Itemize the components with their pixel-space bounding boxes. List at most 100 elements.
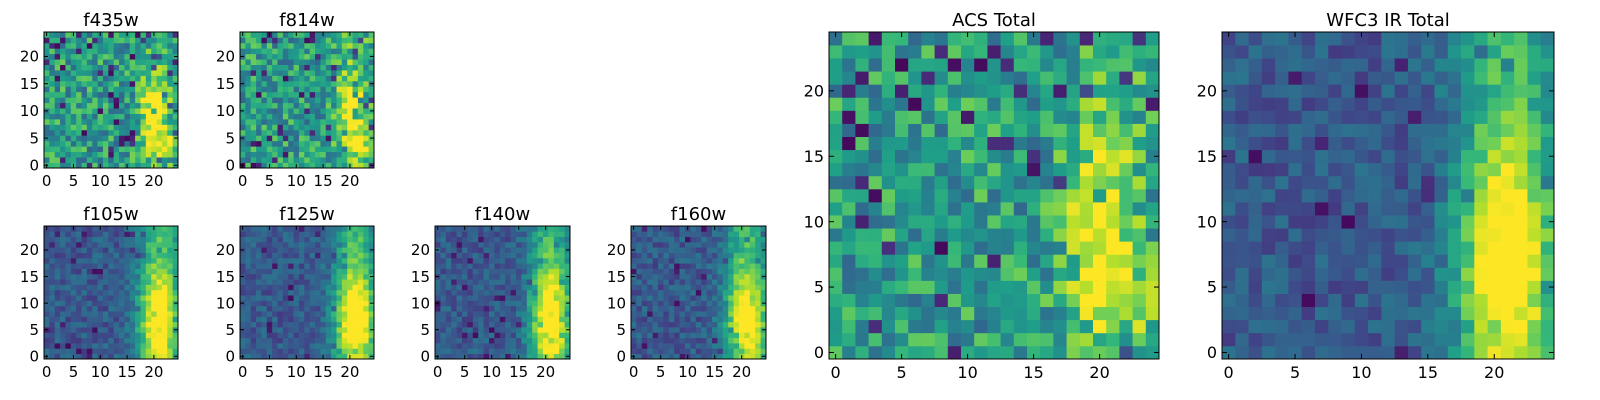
- y-tick-label: 0: [814, 343, 824, 362]
- heatmap-cell: [151, 327, 157, 333]
- heatmap-cell: [240, 337, 246, 344]
- heatmap-cell: [881, 84, 896, 98]
- heatmap-cell: [1354, 241, 1369, 255]
- heatmap-cell: [272, 316, 278, 323]
- heatmap-cell: [478, 348, 484, 355]
- axes-frame: [239, 225, 375, 360]
- heatmap-cell: [309, 48, 316, 55]
- heatmap-cell: [1434, 188, 1449, 203]
- heatmap-cell: [636, 348, 643, 355]
- heatmap-cell: [1066, 228, 1081, 242]
- heatmap-cell: [712, 311, 718, 317]
- heatmap-cell: [266, 337, 273, 344]
- heatmap-cell: [124, 129, 131, 136]
- heatmap-cell: [881, 241, 896, 255]
- heatmap-cell: [1354, 175, 1369, 190]
- heatmap-cell: [647, 332, 653, 339]
- heatmap-cell: [282, 279, 289, 285]
- heatmap-cell: [1394, 280, 1409, 294]
- heatmap-cell: [124, 124, 131, 131]
- heatmap-cell: [855, 136, 869, 151]
- heatmap-cell: [49, 113, 56, 120]
- heatmap-cell: [1079, 110, 1094, 124]
- heatmap-cell: [161, 119, 168, 125]
- heatmap-cell: [1461, 345, 1475, 360]
- heatmap-cell: [86, 252, 93, 259]
- heatmap-cell: [733, 289, 740, 296]
- heatmap-cell: [744, 252, 751, 259]
- heatmap-cell: [240, 316, 246, 323]
- heatmap-cell: [151, 295, 157, 301]
- heatmap-cell: [1474, 345, 1488, 360]
- heatmap-cell: [119, 231, 125, 237]
- heatmap-cell: [54, 257, 61, 264]
- heatmap-cell: [151, 97, 157, 104]
- heatmap-cell: [1474, 306, 1488, 321]
- heatmap-cell: [842, 58, 856, 72]
- heatmap-cell: [245, 337, 252, 344]
- heatmap-cell: [1145, 267, 1160, 281]
- heatmap-cell: [135, 75, 141, 82]
- heatmap-cell: [961, 110, 975, 124]
- heatmap-cell: [516, 316, 522, 323]
- heatmap-cell: [315, 37, 321, 44]
- heatmap-cell: [140, 113, 147, 120]
- heatmap-cell: [336, 231, 343, 237]
- heatmap-cell: [161, 311, 168, 317]
- heatmap-cell: [467, 305, 474, 312]
- heatmap-cell: [451, 268, 457, 275]
- heatmap-cell: [717, 289, 724, 296]
- heatmap-cell: [135, 263, 141, 269]
- heatmap-cell: [60, 327, 66, 333]
- heatmap-cell: [76, 247, 82, 253]
- heatmap-cell: [1421, 202, 1435, 216]
- heatmap-cell: [755, 305, 761, 312]
- heatmap-cell: [706, 316, 713, 323]
- heatmap-cell: [298, 75, 305, 82]
- heatmap-cell: [881, 136, 896, 151]
- heatmap-cell: [277, 241, 284, 248]
- heatmap-cell: [266, 316, 273, 323]
- heatmap-cell: [1275, 241, 1289, 255]
- heatmap-cell: [54, 151, 61, 158]
- heatmap-cell: [288, 327, 294, 333]
- heatmap-cell: [368, 257, 375, 264]
- heatmap-cell: [309, 321, 316, 328]
- heatmap-cell: [1027, 97, 1041, 111]
- heatmap-cell: [658, 311, 664, 317]
- heatmap-cell: [70, 108, 77, 114]
- heatmap-cell: [499, 289, 506, 296]
- heatmap-cell: [516, 337, 522, 344]
- heatmap-cell: [261, 268, 268, 275]
- x-tick-label: 10: [482, 363, 501, 381]
- heatmap-cell: [347, 289, 353, 296]
- heatmap-cell: [516, 300, 522, 307]
- heatmap-cell: [172, 257, 179, 264]
- heatmap-cell: [309, 162, 316, 169]
- heatmap-cell: [240, 231, 246, 237]
- heatmap-cell: [65, 311, 72, 317]
- heatmap-cell: [341, 305, 348, 312]
- heatmap-cell: [331, 348, 337, 355]
- heatmap-cell: [86, 226, 93, 232]
- heatmap-cell: [161, 70, 168, 76]
- heatmap-cell: [712, 241, 718, 248]
- heatmap-cell: [266, 295, 273, 301]
- heatmap-cell: [124, 59, 131, 65]
- heatmap-cell: [325, 353, 332, 360]
- heatmap-cell: [44, 316, 50, 323]
- heatmap-cell: [1514, 345, 1528, 360]
- heatmap-cell: [478, 327, 484, 333]
- heatmap-cell: [161, 86, 168, 93]
- heatmap-cell: [1474, 254, 1488, 268]
- heatmap-cell: [272, 268, 278, 275]
- heatmap-cell: [81, 102, 88, 109]
- heatmap-cell: [489, 268, 495, 275]
- heatmap-cell: [129, 64, 136, 71]
- heatmap-cell: [151, 247, 157, 253]
- heatmap-cell: [712, 289, 718, 296]
- heatmap-cell: [564, 252, 571, 259]
- heatmap-cell: [652, 273, 659, 280]
- heatmap-cell: [119, 64, 125, 71]
- heatmap-cell: [363, 108, 369, 114]
